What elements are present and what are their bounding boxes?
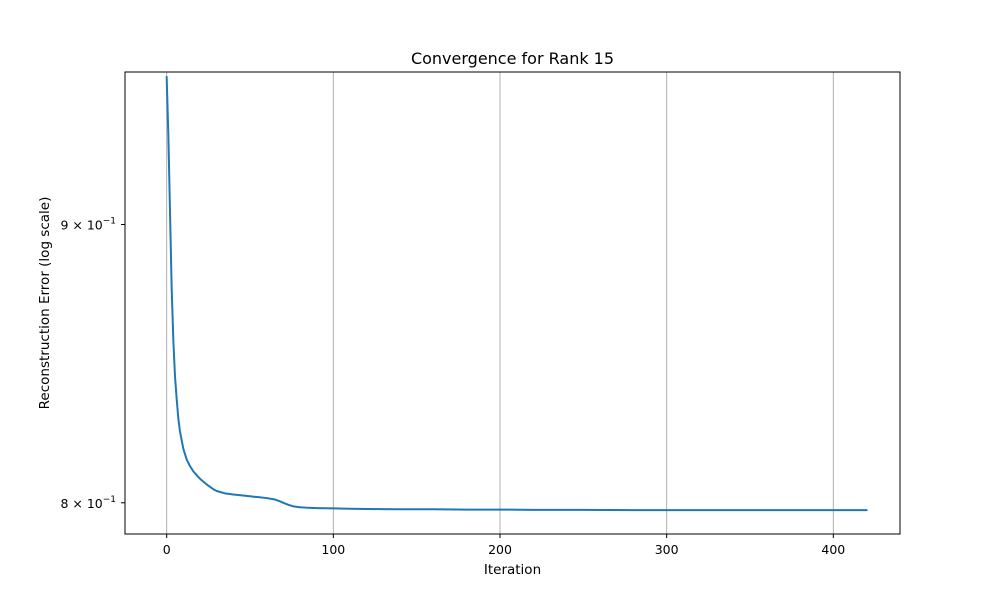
y-axis-label: Reconstruction Error (log scale)	[37, 197, 53, 410]
x-tick-label: 300	[655, 542, 679, 557]
y-tick-label: 8 × 10−1	[60, 495, 116, 511]
y-tick-times: ×	[68, 496, 86, 511]
line-series-layer	[165, 75, 868, 512]
y-axis-ticks: 8 × 10−19 × 10−1	[60, 216, 125, 511]
x-gridlines	[166, 72, 834, 534]
y-tick-exponent: −1	[103, 495, 116, 505]
plot-frame	[124, 71, 901, 535]
y-tick-mantissa: 9	[60, 217, 68, 232]
y-tick-times: ×	[68, 217, 86, 232]
y-tick-mantissa: 8	[60, 496, 68, 511]
x-tick-label: 400	[821, 542, 845, 557]
x-axis-label: Iteration	[484, 562, 541, 578]
y-tick-base: 10	[87, 496, 103, 511]
error-line-series	[165, 75, 868, 512]
plot-area	[125, 72, 900, 534]
x-axis-ticks: 0 100 200 300 400	[163, 534, 845, 557]
x-tick-label: 0	[163, 542, 171, 557]
x-tick-label: 200	[488, 542, 512, 557]
y-tick-base: 10	[87, 217, 103, 232]
x-tick-label: 100	[321, 542, 345, 557]
chart-title: Convergence for Rank 15	[411, 49, 614, 68]
y-tick-label: 9 × 10−1	[60, 216, 116, 232]
y-tick-exponent: −1	[103, 216, 116, 226]
